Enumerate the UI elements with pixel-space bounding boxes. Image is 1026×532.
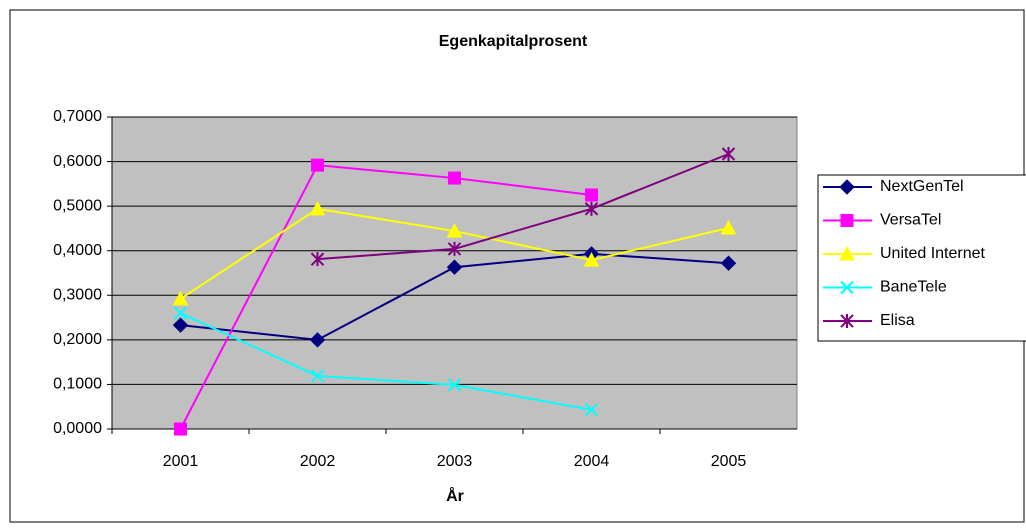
- legend-label: BaneTele: [880, 279, 947, 296]
- marker: [174, 422, 187, 436]
- y-tick-label: 0,3000: [53, 287, 102, 304]
- y-tick-label: 0,0000: [53, 420, 102, 437]
- y-tick-label: 0,1000: [53, 376, 102, 393]
- marker: [172, 290, 189, 306]
- y-tick-label: 0,7000: [53, 108, 102, 125]
- marker: [310, 252, 325, 267]
- marker: [840, 280, 854, 295]
- marker: [840, 314, 854, 328]
- series-line: [180, 312, 592, 411]
- marker: [311, 158, 324, 172]
- marker: [448, 171, 461, 185]
- legend-label: VersaTel: [880, 212, 941, 229]
- marker: [839, 245, 855, 261]
- y-tick-label: 0,4000: [53, 242, 102, 259]
- marker: [309, 200, 326, 216]
- marker: [584, 201, 599, 216]
- series-line: [179, 164, 592, 430]
- marker: [309, 332, 326, 348]
- marker: [583, 252, 600, 267]
- series-line: [317, 153, 729, 261]
- marker: [447, 241, 462, 256]
- y-tick-label: 0,5000: [53, 197, 102, 214]
- x-tick-label: 2002: [300, 453, 336, 470]
- x-tick-label: 2003: [437, 453, 473, 470]
- marker: [840, 214, 854, 227]
- marker: [839, 179, 855, 195]
- marker: [721, 146, 736, 161]
- x-tick-label: 2005: [711, 453, 747, 470]
- marker: [446, 259, 463, 275]
- marker: [720, 219, 737, 235]
- x-axis-label: År: [446, 486, 464, 505]
- x-tick-label: 2004: [574, 453, 610, 470]
- y-tick-label: 0,2000: [53, 331, 102, 348]
- legend-label: NextGenTel: [880, 178, 964, 195]
- x-tick-label: 2001: [163, 453, 199, 470]
- marker: [720, 255, 737, 271]
- marker: [584, 403, 599, 417]
- chart-title: Egenkapitalprosent: [439, 33, 588, 50]
- marker: [447, 378, 462, 392]
- marker: [173, 306, 188, 320]
- marker: [310, 369, 325, 383]
- marker: [172, 317, 189, 333]
- marker: [585, 188, 598, 202]
- legend-label: Elisa: [880, 312, 915, 329]
- marker: [446, 223, 463, 238]
- y-tick-label: 0,6000: [53, 153, 102, 170]
- legend-label: United Internet: [880, 245, 986, 262]
